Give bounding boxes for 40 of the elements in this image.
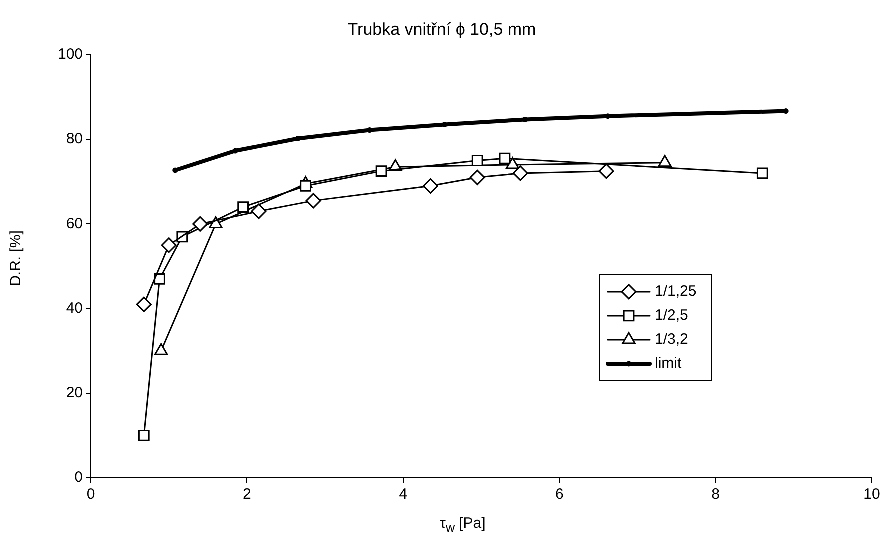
- x-tick-label: 2: [243, 486, 252, 504]
- legend-label: 1/1,25: [655, 283, 697, 300]
- point: [376, 166, 388, 178]
- point: [161, 238, 177, 254]
- y-axis-title: D.R. [%]: [7, 230, 24, 286]
- point: [472, 155, 484, 166]
- y-tick-label: 40: [66, 300, 84, 317]
- legend-label: limit: [655, 355, 682, 372]
- x-tick-label: 6: [555, 486, 564, 504]
- y-tick-label: 100: [58, 46, 84, 64]
- x-axis-title: τ$_{w}$ [Pa]: [440, 515, 486, 535]
- point: [238, 202, 250, 213]
- x-tick-label: 4: [399, 486, 408, 504]
- point: [598, 164, 614, 180]
- point: [172, 168, 178, 174]
- x-tick-label: 8: [712, 486, 720, 504]
- point: [512, 166, 528, 182]
- y-tick-label: 60: [66, 215, 84, 232]
- point: [136, 296, 152, 312]
- point: [138, 430, 150, 442]
- point: [300, 180, 312, 192]
- x-tick-label: 10: [864, 486, 880, 504]
- y-tick-label: 80: [66, 130, 84, 148]
- y-tick-label: 20: [66, 384, 84, 402]
- legend-label: 1/2,5: [655, 307, 688, 324]
- point: [423, 178, 438, 194]
- point: [295, 136, 301, 142]
- point: [470, 170, 486, 186]
- chart-title: Trubka vnitřní ϕ 10,5 mm: [346, 20, 538, 40]
- x-tick-label: 0: [86, 486, 96, 504]
- point: [192, 216, 208, 232]
- point: [251, 204, 267, 220]
- point: [306, 193, 322, 209]
- point: [154, 273, 166, 285]
- point: [232, 148, 238, 154]
- legend-label: 1/3,2: [655, 331, 688, 348]
- point: [499, 152, 511, 164]
- point: [522, 116, 528, 122]
- point: [756, 168, 768, 180]
- y-tick-label: 0: [74, 469, 84, 486]
